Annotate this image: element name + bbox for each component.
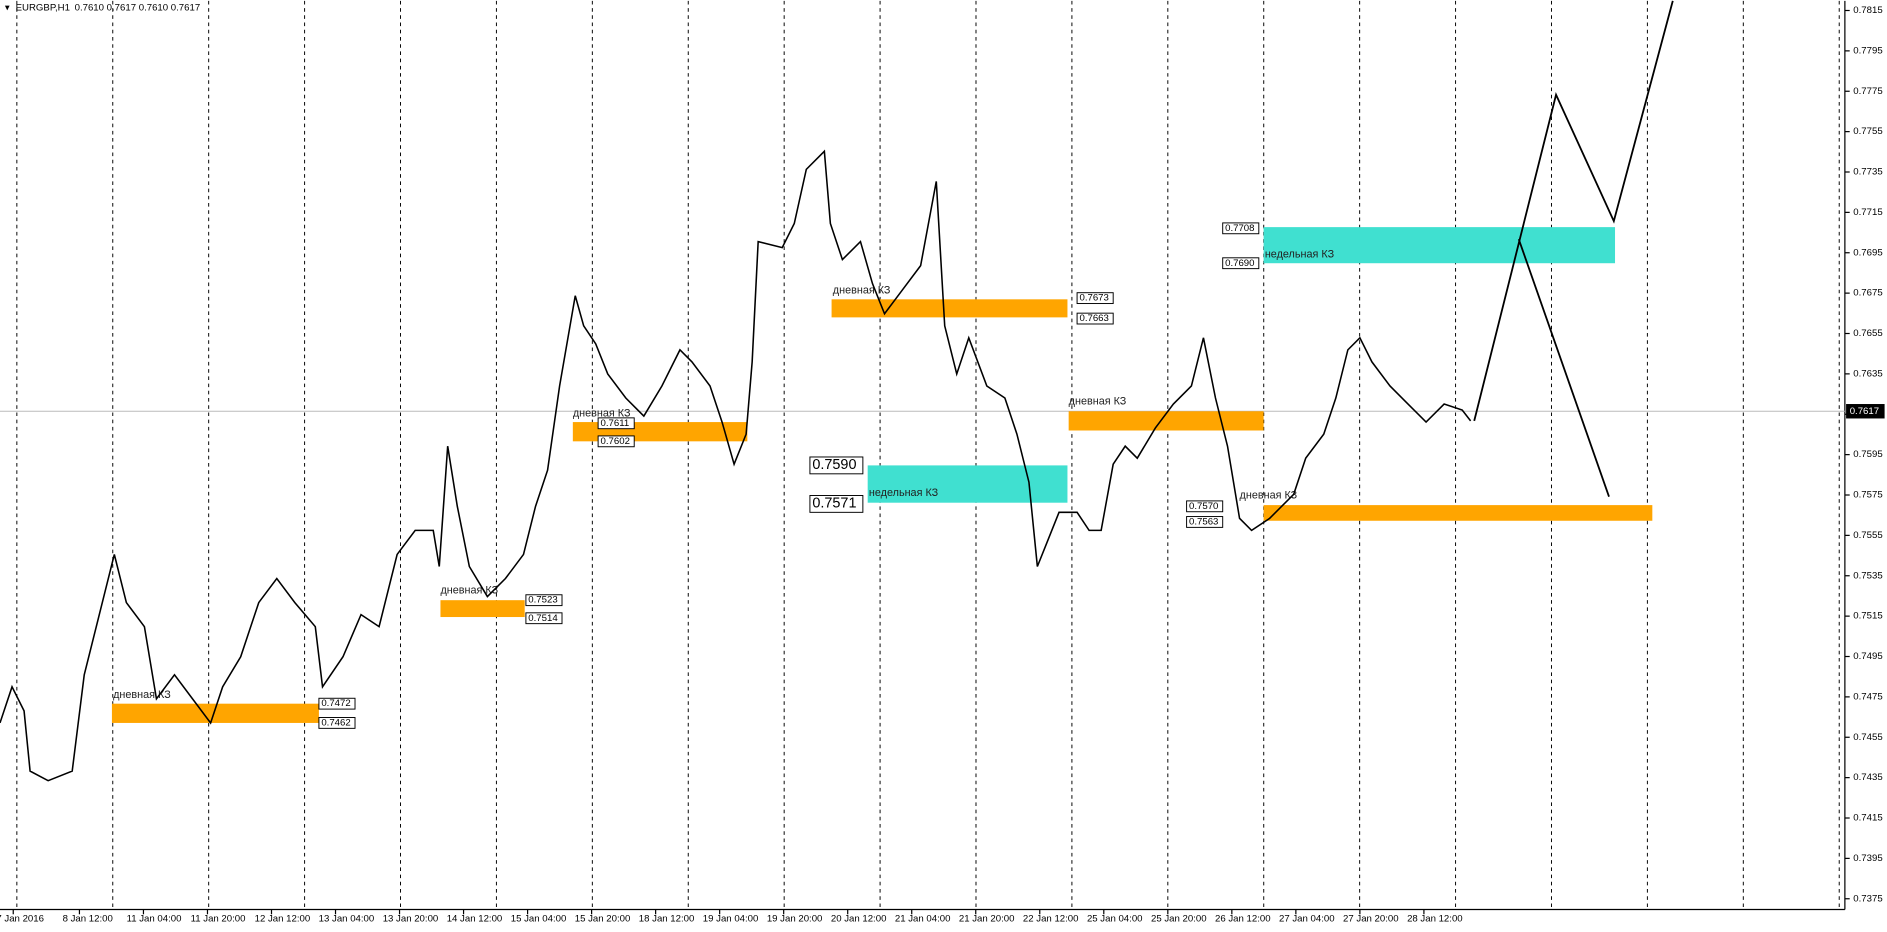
price-tag: 0.7570 [1189,501,1218,512]
price-tag-box [1076,312,1114,325]
time-label: 25 Jan 04:00 [1087,914,1143,925]
price-label: 0.7395 [1853,853,1882,864]
current-price: 0.7617 [1850,406,1879,417]
price-label: 0.7755 [1853,126,1882,137]
time-label: 27 Jan 04:00 [1279,914,1335,925]
price-tag: 0.7708 [1225,223,1254,234]
zone-label: недельная КЗ [869,487,938,499]
time-label: 8 Jan 12:00 [63,914,113,925]
price-label: 0.7675 [1853,288,1882,299]
symbol: EURGBP,H1 [16,3,70,14]
price-label: 0.7515 [1853,611,1882,622]
price-tag-box [1222,222,1260,235]
zone [1263,505,1653,521]
price-line [0,149,1472,782]
price-tag-box [525,594,563,607]
projection-down [1517,238,1610,497]
axes: 0.7815 0.7795 0.7775 0.7755 0.7735 0.7715 0.76… [0,5,1883,925]
projection-up [1473,0,1674,422]
symbol-arrow: ▾ [5,3,10,14]
price-tag-box [1222,257,1260,270]
ohlc: 0.7610 0.7617 0.7610 0.7617 [75,3,201,14]
price-label: 0.7655 [1853,328,1882,339]
price-tag-box [318,697,356,710]
time-label: 22 Jan 12:00 [1023,914,1079,925]
zone [111,703,319,723]
price-tag: 0.7563 [1189,517,1218,528]
zone [867,465,1068,503]
price-tag-box [1076,292,1114,305]
time-label: 13 Jan 20:00 [383,914,439,925]
price-label: 0.7815 [1853,5,1882,16]
price-tag: 0.7472 [321,698,350,709]
time-label: 28 Jan 12:00 [1407,914,1463,925]
time-label: 15 Jan 04:00 [511,914,567,925]
price-label: 0.7575 [1853,490,1882,501]
price-tag: 0.7523 [528,595,557,606]
time-label: 11 Jan 20:00 [191,914,246,925]
price-tag-box [1186,500,1224,513]
price-label: 0.7375 [1853,893,1882,904]
price-tag: 0.7663 [1079,313,1108,324]
price-tag-box [525,612,563,625]
price-tag: 0.7673 [1079,293,1108,304]
time-label: 20 Jan 12:00 [831,914,887,925]
time-label: 26 Jan 12:00 [1215,914,1271,925]
zone [440,600,525,618]
zone [831,299,1068,318]
price-label: 0.7535 [1853,570,1882,581]
price-label: 0.7735 [1853,167,1882,178]
price-label: 0.7775 [1853,86,1882,97]
price-label: 0.7695 [1853,247,1882,258]
zones: дневная КЗ 0.7472 0.7462 дневная КЗ 0.7523 0.… [111,222,1653,729]
time-label: 19 Jan 04:00 [703,914,759,925]
zone-label: дневная КЗ [573,408,631,420]
zone [1263,227,1616,264]
price-tag-box [809,456,864,475]
price-tag: 0.7590 [812,457,856,473]
price-label: 0.7795 [1853,45,1882,56]
price-tag: 0.7611 [601,418,630,429]
price-label: 0.7715 [1853,207,1882,218]
price-tag: 0.7462 [321,717,350,728]
price-tag-box [597,417,635,430]
time-label: 7 Jan 2016 [0,914,44,925]
price-label: 0.7435 [1853,772,1882,783]
price-tag: 0.7602 [601,436,630,447]
time-label: 18 Jan 12:00 [639,914,695,925]
price-tag-box [1186,516,1224,528]
price-tag-box [809,495,864,513]
zone-label: дневная КЗ [833,285,891,297]
price-tag: 0.7571 [812,496,856,512]
time-label: 25 Jan 20:00 [1151,914,1207,925]
time-label: 14 Jan 12:00 [447,914,503,925]
price-tag-box [318,717,356,729]
time-label: 21 Jan 04:00 [895,914,951,925]
time-label: 21 Jan 20:00 [959,914,1015,925]
zone-label: недельная КЗ [1265,249,1334,261]
zone-label: дневная КЗ [440,584,498,596]
time-label: 15 Jan 20:00 [575,914,631,925]
zone-label: дневная КЗ [1240,489,1298,501]
price-tag-box [597,435,635,448]
price-label: 0.7495 [1853,651,1882,662]
price-label: 0.7415 [1853,813,1882,824]
time-label: 12 Jan 12:00 [255,914,311,925]
time-label: 11 Jan 04:00 [127,914,182,925]
price-label: 0.7595 [1853,449,1882,460]
zone [1068,411,1264,431]
time-label: 27 Jan 20:00 [1343,914,1399,925]
price-label: 0.7635 [1853,368,1882,379]
time-label: 19 Jan 20:00 [767,914,823,925]
current-price-tag [1846,404,1885,419]
price-label: 0.7455 [1853,732,1882,743]
price-tag: 0.7690 [1225,258,1254,269]
time-label: 13 Jan 04:00 [319,914,375,925]
price-label: 0.7475 [1853,691,1882,702]
zone-label: дневная КЗ [1069,395,1127,407]
price-label: 0.7555 [1853,530,1882,541]
price-tag: 0.7514 [528,613,558,624]
